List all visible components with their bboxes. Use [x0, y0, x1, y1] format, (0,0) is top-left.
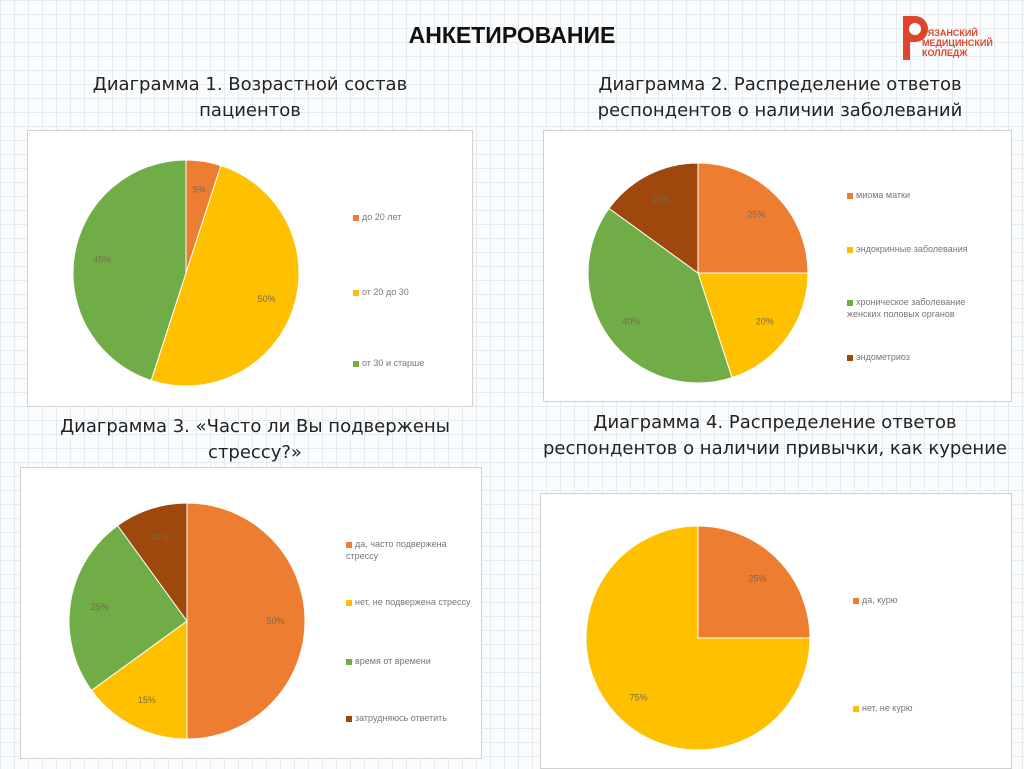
chart-1: 5% 50% 45% до 20 лет от 20 до 30 от 30 и стар…: [27, 130, 473, 407]
data-label: 20%: [756, 316, 774, 326]
data-label: 50%: [258, 294, 276, 304]
logo-line: РЯЗАНСКИЙ: [922, 28, 978, 38]
legend-label: от 30 и старше: [362, 358, 425, 368]
data-label: 25%: [748, 574, 766, 584]
legend-swatch: [847, 192, 853, 199]
legend-swatch: [853, 705, 859, 712]
data-label: 25%: [91, 602, 109, 612]
data-label: 15%: [138, 695, 156, 705]
pie-slice: [186, 502, 306, 740]
pie-slice: [72, 159, 187, 382]
pie-svg: 5% 50% 45%: [72, 159, 300, 387]
legend-label: нет, не курю: [862, 703, 913, 713]
legend-item: миома матки: [847, 189, 977, 201]
legend-label: нет, не подвержена стрессу: [355, 597, 471, 607]
pie-slice: [90, 620, 188, 740]
legend-swatch: [346, 658, 352, 665]
logo-text: РЯЗАНСКИЙ МЕДИЦИНСКИЙ КОЛЛЕДЖ: [922, 28, 993, 58]
legend-swatch: [353, 289, 359, 296]
legend-swatch: [353, 360, 359, 367]
legend-item: время от времени: [346, 655, 476, 667]
legend-item: да, часто подвержена стрессу: [346, 538, 476, 562]
legend-label: да, часто подвержена стрессу: [346, 539, 447, 561]
legend-item: от 20 до 30: [353, 286, 483, 298]
logo-line: МЕДИЦИНСКИЙ: [922, 38, 993, 48]
data-label: 10%: [151, 532, 169, 542]
pie-slice: [697, 525, 811, 639]
legend-swatch: [847, 299, 853, 306]
data-label: 5%: [193, 184, 206, 194]
legend-item: да, курю: [853, 594, 983, 606]
legend-item: хроническое заболевание женских половых …: [847, 296, 977, 320]
college-logo: [900, 14, 1020, 70]
legend-swatch: [346, 541, 352, 548]
pie-slice: [697, 162, 809, 274]
legend-item: нет, не подвержена стрессу: [346, 596, 476, 608]
legend-label: от 20 до 30: [362, 287, 409, 297]
legend-label: миома матки: [856, 190, 910, 200]
legend-item: до 20 лет: [353, 211, 483, 223]
pie-slice: [587, 207, 733, 384]
pie-svg: 25% 20% 40% 15%: [587, 162, 809, 384]
chart-2-title: Диаграмма 2. Распределение ответов респо…: [597, 74, 963, 121]
legend-swatch: [346, 715, 352, 722]
data-label: 15%: [652, 194, 670, 204]
legend-item: эндокринные заболевания: [847, 243, 977, 255]
data-label: 75%: [630, 692, 648, 702]
chart-3: 50% 15% 25% 10% да, часто подвержена стрессу…: [20, 467, 482, 759]
legend-label: да, курю: [862, 595, 898, 605]
legend-item: нет, не курю: [853, 702, 983, 714]
pie-slice: [116, 502, 188, 623]
pie-svg: 25% 75%: [585, 525, 811, 751]
legend-label: эндокринные заболевания: [856, 244, 968, 254]
legend-swatch: [853, 597, 859, 604]
pie-slice: [150, 164, 300, 387]
legend-label: время от времени: [355, 656, 431, 666]
legend-label: до 20 лет: [362, 212, 402, 222]
legend-label: эндометриоз: [856, 352, 910, 362]
logo-emblem-icon: [903, 16, 928, 60]
pie-slice: [68, 524, 188, 692]
chart-4-title: Диаграмма 4. Распределение ответов респо…: [543, 412, 1007, 459]
chart-2: 25% 20% 40% 15% миома матки эндокринные забол…: [543, 130, 1012, 402]
pie-slice: [697, 272, 809, 379]
legend-item: затрудняюсь ответить: [346, 712, 476, 724]
data-label: 25%: [747, 210, 765, 220]
legend-item: от 30 и старше: [353, 357, 483, 369]
pie-slice: [608, 162, 699, 274]
data-label: 40%: [622, 316, 640, 326]
pie-svg: 50% 15% 25% 10%: [68, 502, 306, 740]
chart-3-title: Диаграмма 3. «Часто ли Вы подвержены стр…: [60, 416, 450, 463]
legend-label: хроническое заболевание женских половых …: [847, 297, 966, 319]
legend-swatch: [847, 246, 853, 253]
logo-line: КОЛЛЕДЖ: [922, 48, 968, 58]
legend-label: затрудняюсь ответить: [355, 713, 447, 723]
data-label: 50%: [266, 616, 284, 626]
pie-slice: [585, 525, 811, 751]
legend-swatch: [847, 354, 853, 361]
slide-title: АНКЕТИРОВАНИЕ: [408, 22, 616, 48]
legend-item: эндометриоз: [847, 351, 977, 363]
chart-1-title: Диаграмма 1. Возрастной состав пациентов: [92, 74, 408, 121]
data-label: 45%: [93, 255, 111, 265]
chart-4: 25% 75% да, курю нет, не курю: [540, 493, 1012, 769]
legend-swatch: [353, 214, 359, 221]
legend-swatch: [346, 599, 352, 606]
